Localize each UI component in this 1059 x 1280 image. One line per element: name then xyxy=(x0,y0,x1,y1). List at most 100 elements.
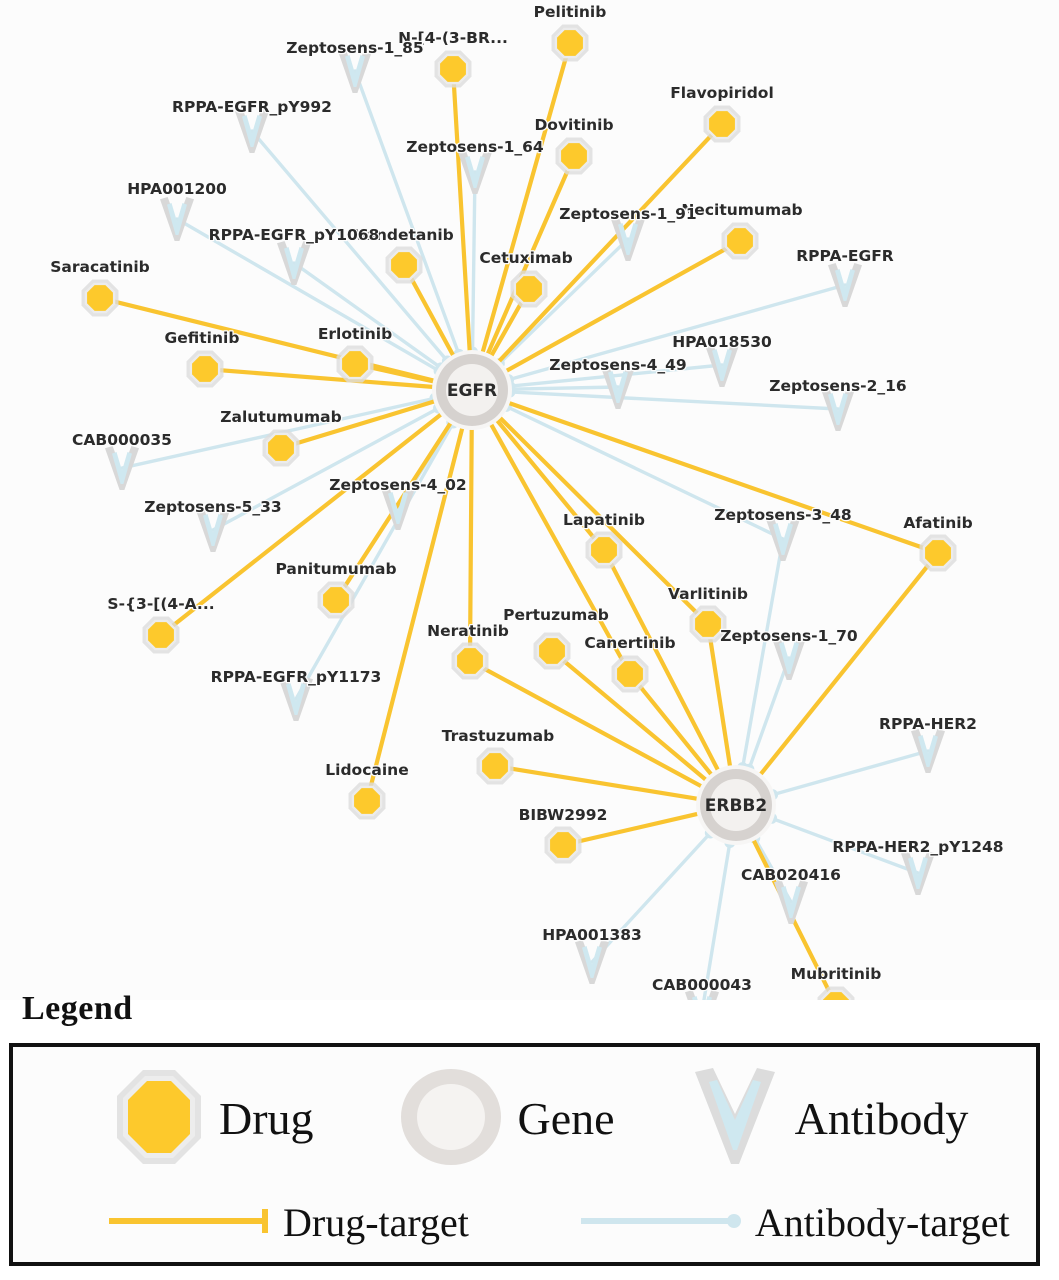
drug-target-edge xyxy=(496,414,711,627)
antibody-chevron-icon xyxy=(687,1062,783,1176)
network-graph-canvas: N-[4-(3-BR... Pelitinib Flavopiridol Doviti… xyxy=(50,3,1004,1000)
drug-node-label: Trastuzumab xyxy=(442,727,554,745)
antibody-node[interactable] xyxy=(901,851,935,895)
antibody-node-label: HPA018530 xyxy=(672,333,772,351)
antibody-node-label: CAB020416 xyxy=(741,866,841,884)
drug-target-edge xyxy=(450,66,472,355)
drug-target-edge xyxy=(705,621,733,770)
antibody-node[interactable] xyxy=(772,636,806,680)
drug-node[interactable] xyxy=(434,50,472,88)
antibody-target-edge xyxy=(175,217,441,373)
antibody-node-label: RPPA-EGFR xyxy=(796,247,894,265)
drug-target-edge xyxy=(505,400,941,556)
drug-node[interactable] xyxy=(186,350,224,388)
drug-node[interactable] xyxy=(348,782,386,820)
drug-target-edge xyxy=(601,547,721,774)
antibody-target-edge xyxy=(770,749,930,797)
legend-title: Legend xyxy=(22,990,133,1027)
gene-circle-icon xyxy=(396,1064,506,1174)
drug-node-label: Pertuzumab xyxy=(503,606,609,624)
legend-item-drug-target: Drug-target xyxy=(107,1203,469,1243)
antibody-node-label: Zeptosens-1_91 xyxy=(559,205,696,223)
drug-node-label: Gefitinib xyxy=(165,329,240,347)
antibody-target-edge xyxy=(250,129,450,363)
drug-node-label: Cetuximab xyxy=(479,249,572,267)
antibody-target-edge xyxy=(292,261,443,370)
drug-node[interactable] xyxy=(817,986,855,1000)
antibody-node[interactable] xyxy=(766,517,800,561)
drug-node[interactable] xyxy=(585,531,623,569)
antibody-node-label: Zeptosens-1_64 xyxy=(406,138,544,156)
drug-node-label: Erlotinib xyxy=(318,325,392,343)
drug-node[interactable] xyxy=(611,655,649,693)
drug-target-edge xyxy=(202,366,437,390)
antibody-node-label: Zeptosens-4_02 xyxy=(329,476,466,494)
antibody-node-label: Zeptosens-3_48 xyxy=(714,506,851,524)
drug-node[interactable] xyxy=(142,616,180,654)
drug-node[interactable] xyxy=(510,270,548,308)
antibody-node[interactable] xyxy=(458,150,492,194)
antibody-target-edge xyxy=(508,363,724,388)
antibody-target-edge xyxy=(508,385,620,391)
antibody-node[interactable] xyxy=(911,729,945,773)
drug-node-label: Canertinib xyxy=(584,634,675,652)
antibody-node[interactable] xyxy=(575,940,609,984)
legend-label-antibody-target: Antibody-target xyxy=(754,1200,1010,1245)
legend-label-drug: Drug xyxy=(219,1093,314,1144)
drug-node-label: Dovitinib xyxy=(534,116,613,134)
antibody-node[interactable] xyxy=(196,508,230,552)
drug-node[interactable] xyxy=(533,632,571,670)
drug-node[interactable] xyxy=(703,105,741,143)
drug-node[interactable] xyxy=(385,246,423,284)
antibody-target-edge xyxy=(702,840,732,1000)
drug-node[interactable] xyxy=(919,534,957,572)
drug-node[interactable] xyxy=(336,345,374,383)
antibody-node[interactable] xyxy=(611,217,645,261)
drug-node[interactable] xyxy=(721,222,759,260)
drug-node[interactable] xyxy=(262,429,300,467)
antibody-node[interactable] xyxy=(705,343,739,387)
drug-node-label: Vandetanib xyxy=(354,226,454,244)
antibody-node[interactable] xyxy=(685,990,719,1000)
drug-node[interactable] xyxy=(555,137,593,175)
antibody-node[interactable] xyxy=(774,880,808,924)
antibody-target-edge xyxy=(504,404,785,541)
antibody-node[interactable] xyxy=(277,241,311,285)
antibody-node[interactable] xyxy=(381,486,415,530)
gene-node-erbb2[interactable] xyxy=(696,765,776,845)
drug-target-edge xyxy=(278,398,438,451)
antibody-node[interactable] xyxy=(160,197,194,241)
antibody-node-label: Zeptosens-1_70 xyxy=(720,627,858,645)
antibody-node[interactable] xyxy=(338,49,372,93)
antibody-node[interactable] xyxy=(828,263,862,307)
drug-node[interactable] xyxy=(81,279,119,317)
drug-target-edge xyxy=(560,811,702,848)
antibody-target-edge-icon xyxy=(579,1206,749,1240)
gene-node-egfr[interactable] xyxy=(432,350,512,430)
antibody-node-label: CAB000035 xyxy=(72,431,172,449)
antibody-node[interactable] xyxy=(105,446,139,490)
antibody-node[interactable] xyxy=(821,387,855,431)
drug-target-edge xyxy=(549,648,709,783)
antibody-node-label: HPA001200 xyxy=(127,180,227,198)
legend-label-antibody: Antibody xyxy=(794,1093,969,1144)
antibody-node[interactable] xyxy=(235,109,269,153)
drug-target-edge xyxy=(480,40,573,356)
drug-node[interactable] xyxy=(551,24,589,62)
antibody-node-label: RPPA-EGFR_pY1173 xyxy=(211,668,382,686)
antibody-node[interactable] xyxy=(279,677,313,721)
drug-node[interactable] xyxy=(451,642,489,680)
drug-node-label: Varlitinib xyxy=(668,585,748,603)
drug-target-edge xyxy=(488,421,633,677)
drug-node[interactable] xyxy=(544,826,582,864)
legend-edges-row: Drug-target Antibody-target xyxy=(13,1183,1036,1263)
drug-node[interactable] xyxy=(689,605,727,643)
antibody-target-edge xyxy=(506,283,847,382)
antibody-node[interactable] xyxy=(601,365,635,409)
drug-node[interactable] xyxy=(476,747,514,785)
drug-node-label: Necitumumab xyxy=(681,201,802,219)
drug-node[interactable] xyxy=(317,581,355,619)
antibody-target-edge xyxy=(769,816,920,875)
antibody-target-edge xyxy=(747,656,791,771)
drug-target-edge xyxy=(485,153,577,358)
